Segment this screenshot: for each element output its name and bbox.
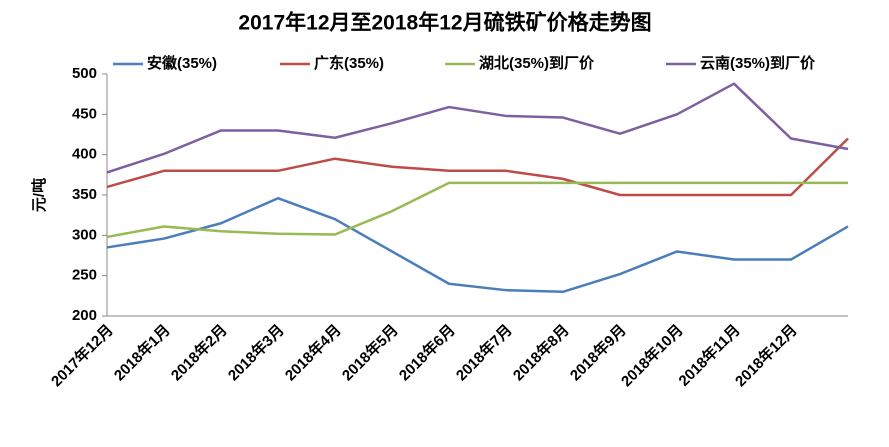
- series-line: [106, 181, 848, 239]
- x-tick-label: 2018年1月: [110, 321, 173, 384]
- y-axis-label: 元/吨: [30, 178, 48, 212]
- x-tick-label: 2018年7月: [452, 321, 515, 384]
- x-tick-label: 2018年12月: [731, 321, 800, 390]
- y-tick-label: 450: [72, 105, 97, 122]
- y-tick-label: 500: [72, 65, 97, 82]
- y-tick-label: 300: [72, 226, 97, 243]
- y-tick-label: 400: [72, 146, 97, 163]
- y-tick-label: 200: [72, 307, 97, 324]
- legend-label: 安徽(35%): [147, 54, 217, 72]
- x-tick-label: 2018年4月: [281, 321, 344, 384]
- series-line: [106, 137, 849, 197]
- x-tick-label: 2018年3月: [224, 321, 287, 384]
- x-tick-label: 2017年12月: [47, 321, 116, 390]
- legend-label: 广东(35%): [314, 54, 384, 72]
- x-tick-label: 2018年10月: [617, 321, 686, 390]
- x-tick-label: 2018年8月: [509, 321, 572, 384]
- x-tick-label: 2018年6月: [395, 321, 458, 384]
- x-tick-label: 2018年2月: [167, 321, 230, 384]
- legend-label: 云南(35%)到厂价: [700, 54, 816, 72]
- series-line: [106, 196, 849, 294]
- chart-title: 2017年12月至2018年12月硫铁矿价格走势图: [238, 11, 651, 35]
- legend-label: 湖北(35%)到厂价: [479, 55, 595, 72]
- y-tick-label: 250: [72, 267, 97, 284]
- series-line: [106, 82, 849, 174]
- x-tick-label: 2018年5月: [338, 321, 401, 384]
- y-tick-label: 350: [72, 186, 97, 203]
